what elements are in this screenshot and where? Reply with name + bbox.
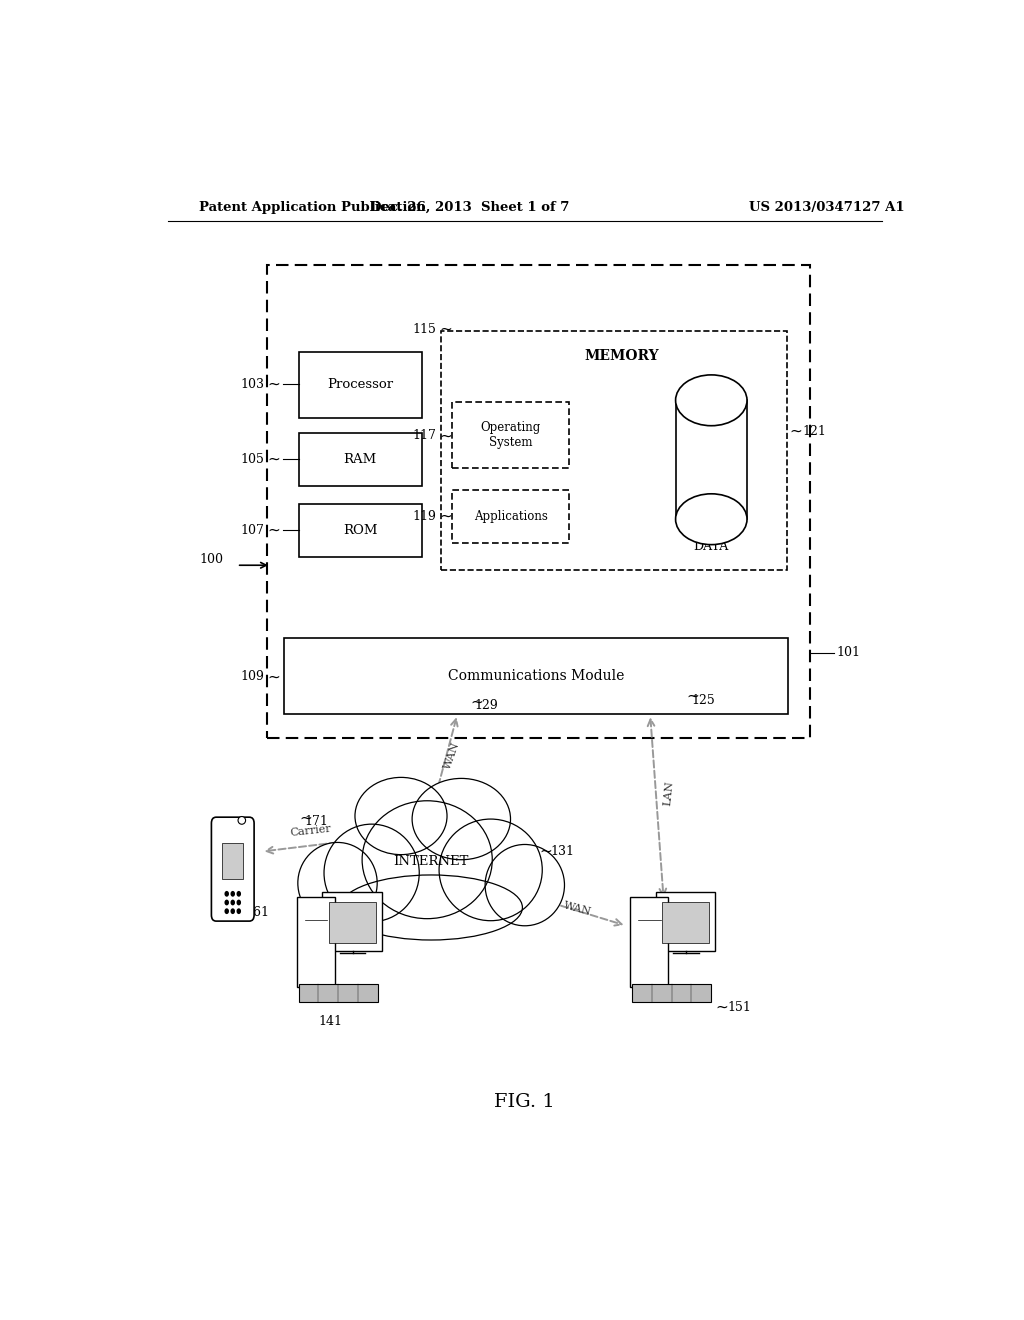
- Text: 115: 115: [412, 322, 436, 335]
- Text: 141: 141: [318, 1015, 342, 1028]
- Text: ~: ~: [223, 906, 236, 920]
- Bar: [676, 400, 746, 519]
- Text: Carrier: Carrier: [290, 824, 332, 838]
- Bar: [299, 433, 422, 486]
- Text: Dec. 26, 2013  Sheet 1 of 7: Dec. 26, 2013 Sheet 1 of 7: [370, 201, 569, 214]
- Text: WAN: WAN: [355, 902, 385, 923]
- Text: 107: 107: [241, 524, 264, 537]
- Ellipse shape: [298, 842, 377, 924]
- Text: LAN: LAN: [663, 780, 675, 807]
- FancyBboxPatch shape: [211, 817, 254, 921]
- Bar: [452, 490, 569, 543]
- Circle shape: [230, 900, 236, 906]
- Text: ~: ~: [439, 429, 452, 444]
- Ellipse shape: [362, 801, 493, 919]
- Text: Operating
System: Operating System: [480, 421, 541, 449]
- Text: DATA: DATA: [693, 540, 729, 553]
- Text: WAN: WAN: [563, 900, 593, 917]
- Bar: [452, 403, 569, 469]
- Bar: [441, 331, 786, 570]
- Bar: [655, 892, 715, 952]
- Circle shape: [224, 908, 229, 913]
- Text: 101: 101: [837, 647, 861, 659]
- Ellipse shape: [238, 817, 246, 824]
- Circle shape: [224, 891, 229, 896]
- Circle shape: [237, 908, 241, 913]
- Bar: [631, 898, 669, 987]
- Ellipse shape: [485, 845, 564, 925]
- Bar: [299, 504, 422, 557]
- Text: Communications Module: Communications Module: [449, 669, 625, 684]
- Text: ~: ~: [267, 451, 281, 467]
- Ellipse shape: [676, 375, 748, 426]
- Text: ~: ~: [539, 843, 552, 859]
- Text: ~: ~: [790, 424, 802, 440]
- Circle shape: [230, 891, 236, 896]
- Circle shape: [237, 900, 241, 906]
- Text: 161: 161: [246, 906, 269, 919]
- Bar: [222, 842, 244, 879]
- Text: US 2013/0347127 A1: US 2013/0347127 A1: [749, 201, 904, 214]
- Bar: [323, 892, 382, 952]
- Text: 129: 129: [475, 698, 499, 711]
- Ellipse shape: [355, 777, 447, 854]
- Text: 171: 171: [304, 814, 328, 828]
- Text: ~: ~: [687, 689, 699, 704]
- Text: 125: 125: [691, 693, 715, 706]
- Text: WAN: WAN: [442, 741, 462, 770]
- Ellipse shape: [412, 779, 511, 859]
- Ellipse shape: [676, 494, 748, 545]
- Text: RAM: RAM: [343, 453, 377, 466]
- Text: ~: ~: [439, 508, 452, 524]
- Text: Patent Application Publication: Patent Application Publication: [200, 201, 426, 214]
- Text: INTERNET: INTERNET: [393, 855, 469, 869]
- Bar: [632, 983, 712, 1002]
- Text: ~: ~: [470, 694, 482, 710]
- Text: 119: 119: [412, 510, 436, 523]
- Text: 103: 103: [241, 378, 264, 391]
- Text: MEMORY: MEMORY: [585, 350, 659, 363]
- Circle shape: [224, 900, 229, 906]
- Bar: [663, 903, 709, 942]
- Bar: [297, 898, 335, 987]
- Text: 131: 131: [550, 845, 574, 858]
- Text: 151: 151: [727, 1001, 751, 1014]
- Ellipse shape: [324, 824, 419, 921]
- Text: ~: ~: [267, 376, 281, 392]
- Ellipse shape: [340, 875, 522, 940]
- Text: ~: ~: [299, 810, 312, 825]
- Text: ~: ~: [439, 322, 452, 337]
- Text: 117: 117: [412, 429, 436, 442]
- Bar: [329, 903, 376, 942]
- Text: 100: 100: [200, 553, 223, 566]
- Text: FIG. 1: FIG. 1: [495, 1093, 555, 1110]
- Text: 109: 109: [241, 671, 264, 684]
- Text: Processor: Processor: [327, 378, 393, 391]
- Circle shape: [230, 908, 236, 913]
- Bar: [299, 983, 378, 1002]
- Text: 121: 121: [803, 425, 826, 438]
- Text: 105: 105: [241, 453, 264, 466]
- Text: ROM: ROM: [343, 524, 378, 537]
- Text: ~: ~: [267, 523, 281, 539]
- Circle shape: [237, 891, 241, 896]
- Text: ~: ~: [716, 999, 728, 1015]
- Text: ~: ~: [267, 669, 281, 684]
- Bar: [267, 265, 811, 738]
- Ellipse shape: [439, 818, 543, 921]
- Bar: [285, 638, 788, 714]
- Bar: [299, 351, 422, 417]
- Text: Applications: Applications: [473, 510, 548, 523]
